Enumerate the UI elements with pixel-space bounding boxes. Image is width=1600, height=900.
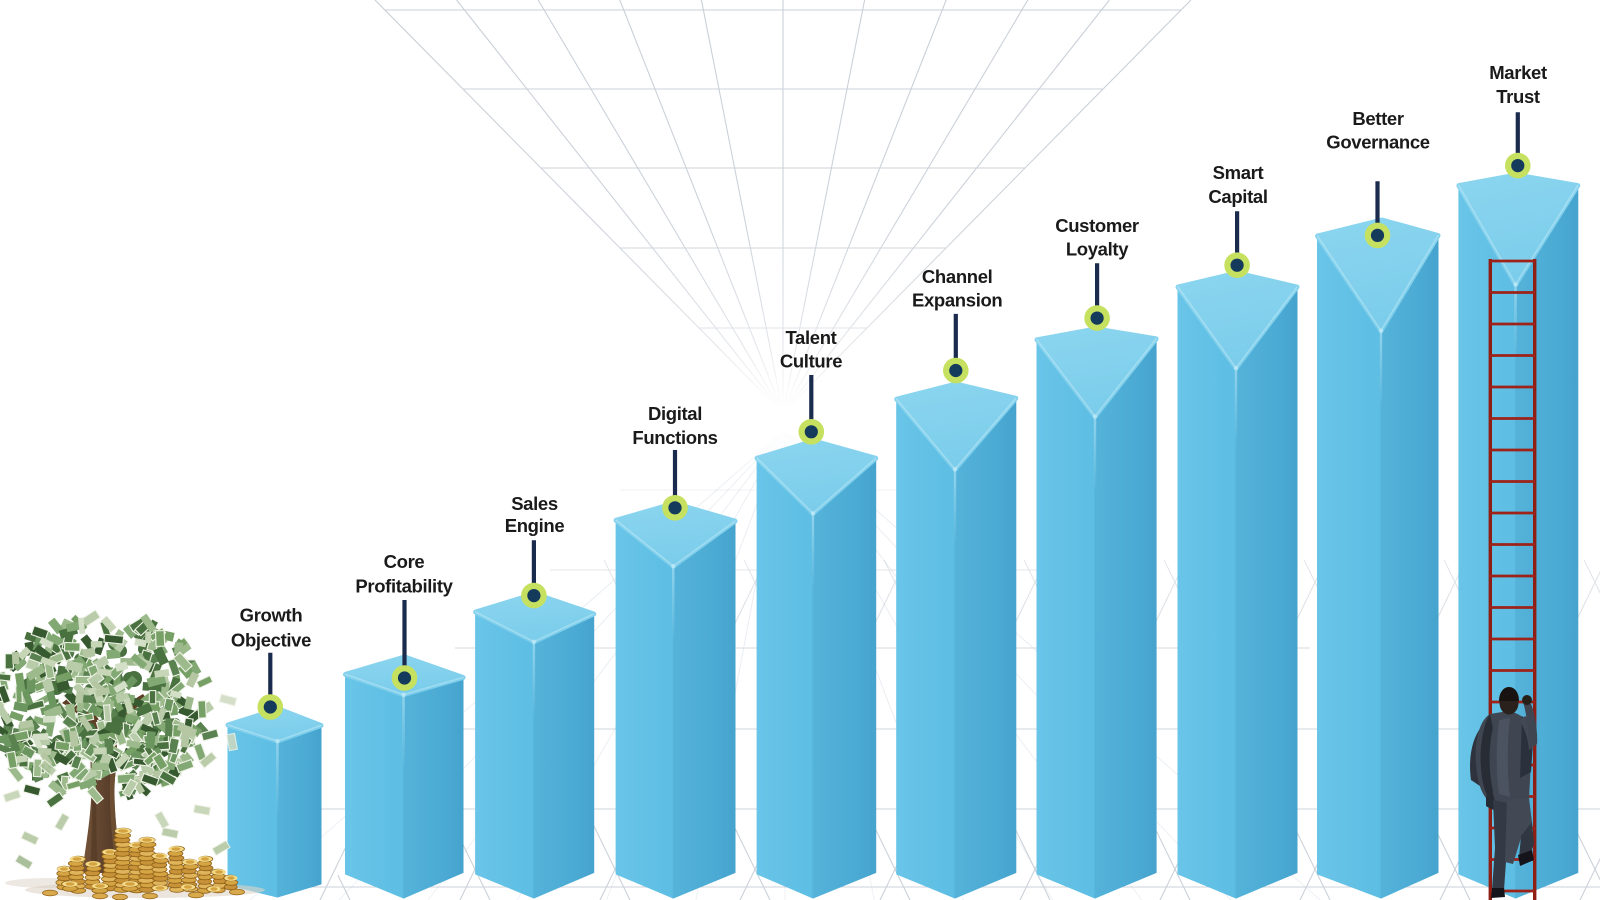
svg-text:Profitability: Profitability — [355, 576, 453, 597]
svg-text:Culture: Culture — [780, 351, 842, 372]
svg-text:Trust: Trust — [1496, 86, 1540, 107]
svg-text:Engine: Engine — [505, 515, 565, 536]
svg-text:Loyalty: Loyalty — [1066, 239, 1129, 260]
svg-text:Capital: Capital — [1208, 186, 1267, 207]
svg-text:Sales: Sales — [511, 493, 558, 514]
svg-text:Objective: Objective — [231, 630, 311, 651]
svg-text:Growth: Growth — [240, 605, 303, 626]
svg-text:Channel: Channel — [922, 266, 993, 287]
svg-text:Core: Core — [384, 551, 425, 572]
svg-text:Talent: Talent — [785, 327, 836, 348]
svg-text:Customer: Customer — [1055, 215, 1139, 236]
svg-text:Expansion: Expansion — [912, 290, 1002, 311]
svg-text:Functions: Functions — [632, 427, 717, 448]
svg-text:Better: Better — [1352, 108, 1404, 129]
svg-text:Governance: Governance — [1326, 132, 1429, 153]
svg-text:Smart: Smart — [1213, 162, 1264, 183]
svg-text:Market: Market — [1489, 62, 1547, 83]
svg-text:Digital: Digital — [648, 403, 702, 424]
